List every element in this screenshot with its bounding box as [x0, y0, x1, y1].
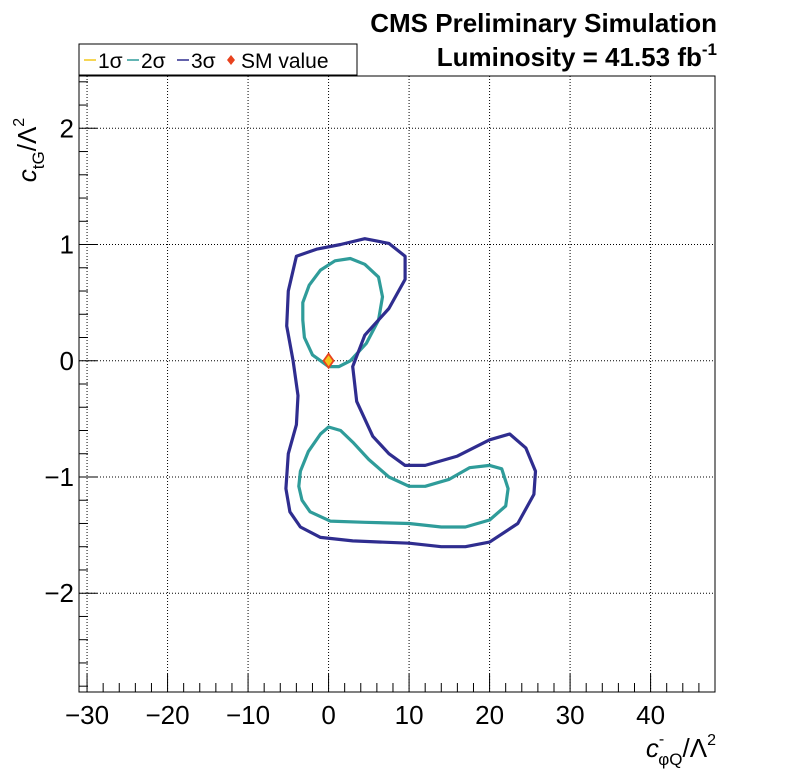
x-tick-label: −30 [65, 700, 109, 730]
x-tick-label: −10 [226, 700, 270, 730]
y-tick-label: −2 [44, 578, 74, 608]
x-axis-label-sup: - [659, 731, 664, 748]
chart-subtitle-main: Luminosity = 41.53 fb [437, 42, 702, 72]
legend-sm-label: SM value [241, 50, 329, 73]
sm-value-point [322, 352, 335, 370]
x-tick-label: −20 [146, 700, 190, 730]
y-axis-label-rest-sup: 2 [11, 118, 28, 127]
y-tick-label: 1 [60, 230, 74, 260]
y-axis-label-sub: tG [29, 151, 48, 169]
y-axis-label-rest: /Λ [12, 126, 42, 151]
chart-title: CMS Preliminary Simulation [370, 8, 717, 38]
x-axis-label-main: c [646, 733, 659, 763]
y-axis-label: ctG/Λ2 [11, 118, 48, 183]
x-axis-label-rest: /Λ [683, 733, 708, 763]
legend: 1σ 2σ 3σ SM value [78, 43, 358, 76]
x-tick-label: 30 [556, 700, 585, 730]
x-tick-label: 40 [636, 700, 665, 730]
x-tick-label: 20 [475, 700, 504, 730]
axis-ticks [79, 81, 716, 692]
contour-2sigma [297, 425, 510, 529]
legend-2sigma-label: 2σ [141, 50, 166, 73]
contour-lines [284, 237, 538, 549]
legend-3sigma-label: 3σ [191, 50, 216, 73]
legend-box [78, 43, 358, 76]
y-tick-label: −1 [44, 462, 74, 492]
contour-3sigma [284, 237, 538, 549]
x-axis-label-rest-sup: 2 [707, 732, 716, 749]
x-axis-label: c- φQ/Λ2 [646, 731, 716, 769]
chart-subtitle: Luminosity = 41.53 fb-1 [437, 40, 717, 72]
plot-frame [78, 75, 716, 693]
sm-value-marker [322, 352, 335, 370]
y-tick-label: 2 [60, 113, 74, 143]
legend-1sigma-label: 1σ [98, 50, 123, 73]
x-tick-label: 10 [395, 700, 424, 730]
y-tick-label: 0 [60, 346, 74, 376]
x-tick-label: 0 [321, 700, 335, 730]
x-axis-label-sub: φQ [658, 750, 682, 769]
grid-lines [79, 76, 715, 692]
contour-2sigma [301, 256, 385, 369]
y-axis-label-main: c [12, 169, 42, 182]
chart-subtitle-sup: -1 [702, 40, 717, 59]
legend-sm-diamond-icon [227, 55, 235, 65]
